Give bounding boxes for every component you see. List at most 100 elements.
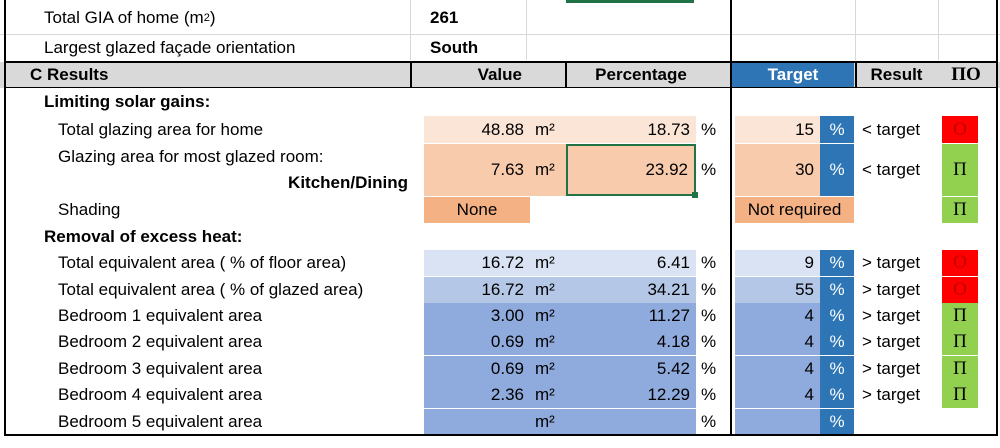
header-percentage: Percentage (595, 65, 687, 84)
shading-target[interactable]: Not required (735, 197, 854, 223)
excess-row-result: > target (862, 359, 921, 378)
most-glazed-value[interactable]: 7.63 (424, 144, 530, 196)
excess-row-flag: О (942, 277, 978, 303)
excess-row-result: > target (862, 253, 921, 272)
excess-row-target[interactable] (735, 409, 820, 435)
excess-row-target-unit: % (820, 409, 854, 435)
row-most-glazed-room: Glazing area for most glazed room: Kitch… (0, 144, 1000, 198)
shading-label: Shading (58, 200, 121, 219)
row-shading: Shading None Not required П (0, 197, 1000, 223)
excess-row-pct[interactable]: 4.18 (566, 329, 696, 355)
excess-row-pct[interactable]: 34.21 (566, 277, 696, 303)
excess-row-pct[interactable]: 5.42 (566, 356, 696, 382)
most-glazed-target-unit: % (820, 144, 854, 196)
excess-row-value-unit: m² (530, 303, 566, 329)
most-glazed-flag: П (942, 144, 978, 196)
excess-row-label: Bedroom 4 equivalent area (58, 385, 263, 404)
total-glazing-target-unit: % (820, 116, 854, 143)
excess-row-target[interactable]: 4 (735, 329, 820, 355)
excess-row-value[interactable]: 0.69 (424, 329, 530, 355)
excess-row-pct[interactable]: 6.41 (566, 250, 696, 276)
excess-row-value[interactable]: 2.36 (424, 382, 530, 408)
facade-label: Largest glazed façade orientation (44, 38, 296, 57)
excess-row-pct-unit: % (701, 306, 717, 325)
info-row-gia: Total GIA of home (m 2) 261 (0, 4, 1000, 32)
total-glazing-pct-unit: % (701, 119, 717, 139)
most-glazed-room-name[interactable]: Kitchen/Dining (288, 173, 408, 192)
solar-title-row: Limiting solar gains: (0, 89, 1000, 115)
excess-row-target-unit: % (820, 250, 854, 276)
excess-row-target[interactable]: 4 (735, 303, 820, 329)
excess-row-value-unit: m² (530, 329, 566, 355)
excess-row: Bedroom 5 equivalent area m²%% (0, 409, 1000, 435)
excess-row-label: Total equivalent area ( % of glazed area… (58, 280, 364, 299)
most-glazed-pct[interactable]: 23.92 (566, 144, 696, 196)
excess-row-value-unit: m² (530, 382, 566, 408)
excess-row-value-unit: m² (530, 356, 566, 382)
shading-flag: П (942, 197, 978, 223)
most-glazed-unit: m² (530, 144, 566, 196)
excess-row-result: > target (862, 385, 921, 404)
excess-row: Bedroom 1 equivalent area 3.00 m² 11.27% 4% >… (0, 303, 1000, 329)
excess-row-label: Total equivalent area ( % of floor area) (58, 253, 347, 272)
excess-row-result (862, 409, 938, 435)
excess-row-value[interactable]: 0.69 (424, 356, 530, 382)
results-header-row: C Results Value Percentage Target Result… (0, 62, 1000, 88)
excess-row-flag: П (942, 303, 978, 329)
gia-value[interactable]: 261 (430, 8, 459, 27)
excess-row-value[interactable]: 16.72 (424, 250, 530, 276)
excess-row-target-unit: % (820, 303, 854, 329)
excess-row-target[interactable]: 4 (735, 356, 820, 382)
header-target: Target (732, 62, 854, 88)
excess-row-result: > target (862, 306, 921, 325)
excess-row-value[interactable]: 16.72 (424, 277, 530, 303)
most-glazed-pct-unit: % (701, 160, 717, 179)
info-row-facade: Largest glazed façade orientation South (0, 35, 1000, 61)
most-glazed-label: Glazing area for most glazed room: (58, 147, 324, 166)
excess-row-label: Bedroom 3 equivalent area (58, 359, 263, 378)
excess-row-pct[interactable]: 12.29 (566, 382, 696, 408)
excess-row-target-unit: % (820, 382, 854, 408)
excess-row: Total equivalent area ( % of floor area)… (0, 250, 1000, 276)
header-flag: ΠΟ (951, 64, 981, 85)
total-glazing-unit: m² (530, 116, 566, 143)
header-result: Result (870, 65, 923, 84)
fill-handle[interactable] (692, 192, 698, 198)
excess-row-result: > target (862, 332, 921, 351)
total-glazing-result: < target (862, 119, 921, 139)
gia-label: Total GIA of home (m 2) (44, 8, 216, 27)
excess-row-target[interactable]: 4 (735, 382, 820, 408)
total-glazing-value[interactable]: 48.88 (424, 116, 530, 143)
row-total-glazing: Total glazing area for home 48.88 m² 18.… (0, 116, 1000, 143)
header-section: C Results (30, 65, 109, 84)
excess-row-flag: П (942, 356, 978, 382)
total-glazing-pct[interactable]: 18.73 (566, 116, 696, 143)
excess-row-value-unit: m² (530, 277, 566, 303)
excess-row-target-unit: % (820, 329, 854, 355)
excess-row-pct[interactable] (566, 409, 696, 435)
excess-row: Total equivalent area ( % of glazed area… (0, 277, 1000, 303)
total-glazing-target[interactable]: 15 (735, 116, 820, 143)
excess-row-flag: П (942, 329, 978, 355)
excess-row-pct[interactable]: 11.27 (566, 303, 696, 329)
excess-row-pct-unit: % (701, 385, 717, 404)
excess-row-flag: П (942, 382, 978, 408)
shading-value[interactable]: None (424, 197, 530, 223)
excess-row-flag: О (942, 250, 978, 276)
most-glazed-target[interactable]: 30 (735, 144, 820, 196)
excess-row: Bedroom 3 equivalent area 0.69 m² 5.42% 4% > … (0, 356, 1000, 382)
excess-row-pct-unit: % (701, 412, 717, 431)
excess-row-value[interactable]: 3.00 (424, 303, 530, 329)
excess-row: Bedroom 2 equivalent area 0.69 m² 4.18% 4% > … (0, 329, 1000, 355)
total-glazing-label: Total glazing area for home (58, 119, 264, 139)
excess-row-flag (942, 409, 978, 435)
excess-row-result: > target (862, 280, 921, 299)
header-value: Value (477, 65, 522, 84)
facade-value[interactable]: South (430, 38, 479, 57)
excess-row-value-unit: m² (530, 409, 566, 435)
excess-row-value[interactable] (424, 409, 530, 435)
excess-row-target[interactable]: 55 (735, 277, 820, 303)
excess-row-target[interactable]: 9 (735, 250, 820, 276)
excess-row-pct-unit: % (701, 359, 717, 378)
